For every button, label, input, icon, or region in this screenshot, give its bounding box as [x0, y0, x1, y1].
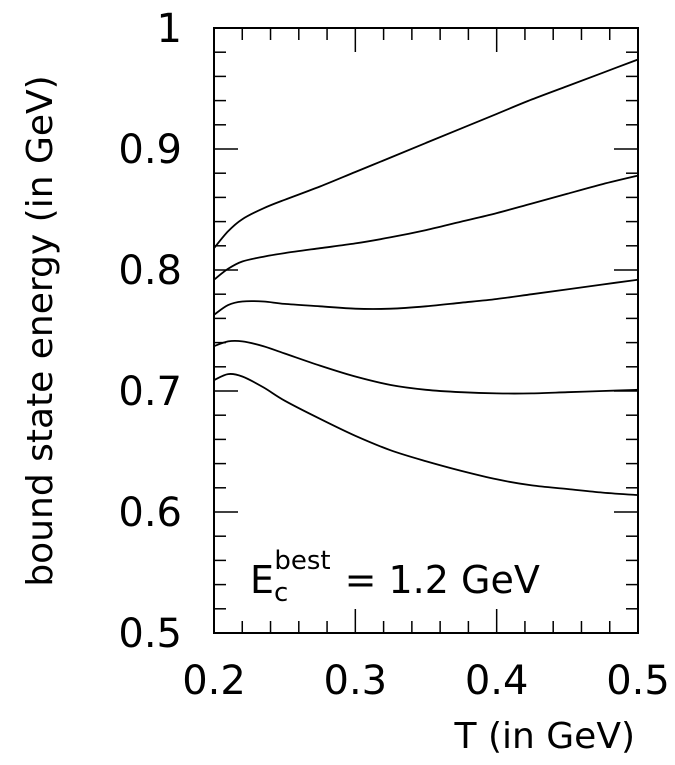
annotation-superscript: best	[274, 546, 330, 576]
annotation: Ecbest = 1.2 GeV	[250, 546, 540, 608]
tick-marks	[213, 27, 639, 634]
annotation-text: = 1.2 GeV	[345, 558, 540, 602]
series-line-4	[213, 339, 639, 395]
y-tick-label: 1	[157, 6, 182, 52]
x-tick-label: 0.4	[465, 658, 529, 704]
series-lines	[213, 58, 639, 496]
x-tick-label: 0.3	[324, 658, 388, 704]
series-line-5	[213, 373, 639, 496]
annotation-symbol: E	[250, 558, 274, 602]
x-tick-label: 0.5	[606, 658, 670, 704]
x-axis-label: T (in GeV)	[454, 716, 635, 757]
y-tick-label: 0.8	[118, 248, 182, 294]
annotation-subscript: c	[274, 578, 288, 608]
plot-frame	[213, 27, 639, 634]
y-tick-label: 0.7	[118, 369, 182, 415]
y-axis-label: bound state energy (in GeV)	[20, 75, 61, 586]
series-line-1	[213, 58, 639, 249]
series-line-2	[213, 174, 639, 281]
y-tick-labels: 0.5 0.6 0.7 0.8 0.9 1	[118, 6, 182, 657]
y-tick-label: 0.6	[118, 490, 182, 536]
x-tick-label: 0.2	[182, 658, 246, 704]
series-line-3	[213, 278, 639, 316]
y-tick-label: 0.5	[118, 611, 182, 657]
x-tick-labels: 0.2 0.3 0.4 0.5	[182, 658, 670, 704]
y-tick-label: 0.9	[118, 127, 182, 173]
